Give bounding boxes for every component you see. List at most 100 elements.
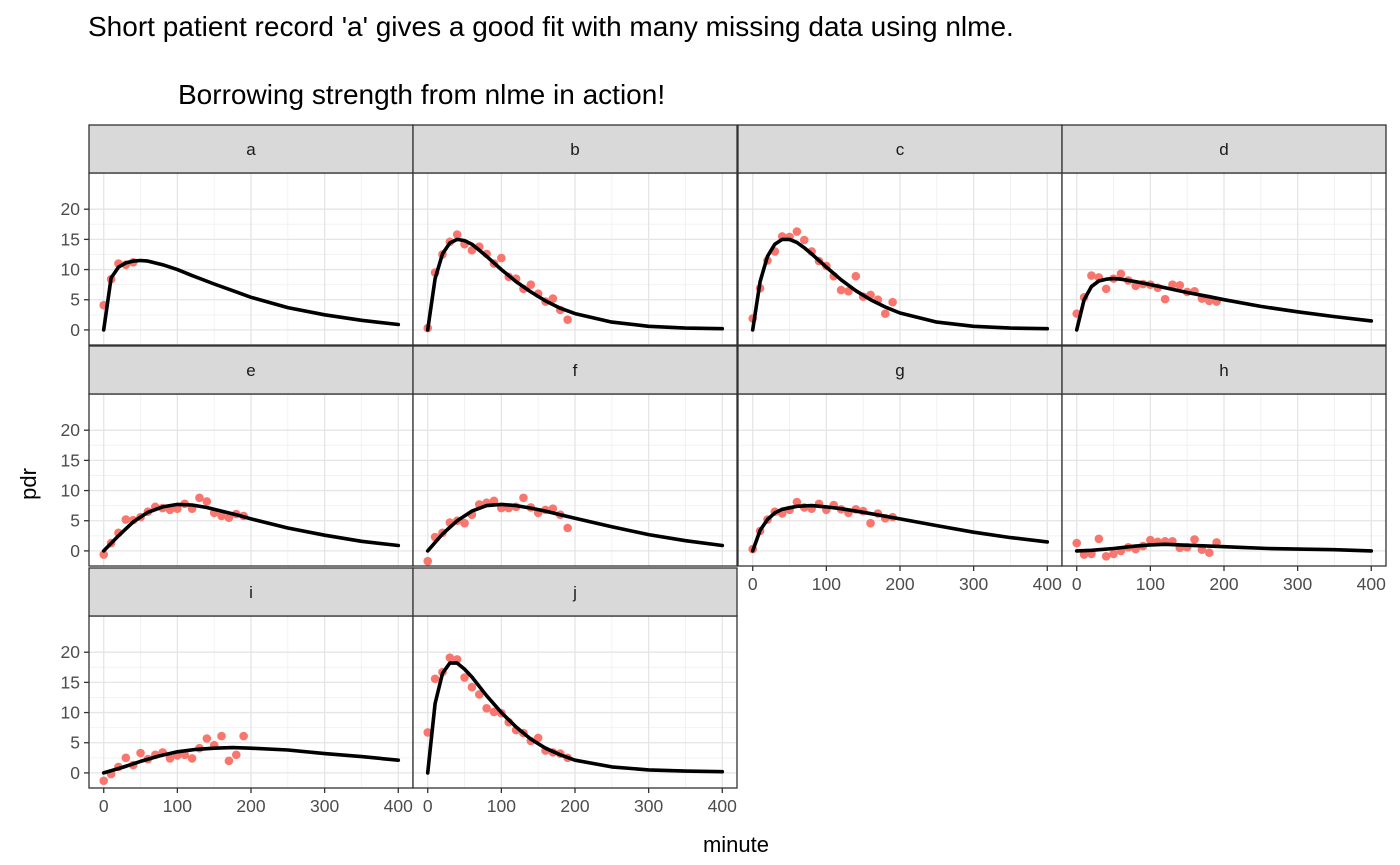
y-tick-label: 10 (61, 703, 81, 723)
x-tick-label: 200 (1209, 574, 1238, 594)
strip-background (412, 345, 738, 395)
data-point (121, 753, 131, 763)
data-point (423, 728, 433, 737)
data-point (851, 271, 861, 281)
data-point (136, 748, 145, 758)
data-point (1087, 271, 1096, 280)
x-tick-label: 400 (1033, 574, 1062, 594)
strip-label: b (570, 140, 579, 159)
x-tick-label: 0 (748, 574, 758, 594)
data-point (121, 515, 131, 524)
data-point (1160, 294, 1170, 304)
data-point (165, 754, 175, 763)
data-point (195, 493, 204, 503)
data-point (497, 253, 506, 263)
data-point (489, 496, 499, 506)
facet-panel-e: e 0 5 10 15 20 (61, 345, 414, 567)
data-point (202, 497, 212, 506)
data-point (187, 754, 197, 763)
data-point (1204, 548, 1214, 558)
data-point (563, 523, 572, 533)
x-tick-label: 100 (1136, 574, 1165, 594)
data-point (792, 227, 802, 236)
fit-line (1074, 542, 1374, 553)
x-tick-label: 200 (236, 796, 265, 816)
data-point (792, 497, 802, 507)
y-tick-label: 5 (70, 733, 80, 753)
y-tick-label: 10 (61, 481, 81, 501)
x-tick-label: 300 (634, 796, 663, 816)
strip-label: i (249, 583, 253, 602)
data-point (224, 513, 234, 523)
x-tick-label: 300 (959, 574, 988, 594)
data-point (1109, 549, 1118, 559)
fit-line (750, 503, 1050, 553)
strip-background (737, 345, 1063, 395)
y-tick-label: 15 (61, 229, 80, 249)
data-point (563, 315, 572, 324)
data-point (1146, 535, 1155, 545)
data-point (1072, 538, 1082, 548)
x-tick-label: 0 (99, 796, 109, 816)
strip-background (1061, 345, 1387, 395)
x-tick-label: 100 (487, 796, 516, 816)
fit-line (101, 745, 401, 775)
data-point (239, 731, 248, 741)
x-tick-label: 200 (885, 574, 914, 594)
fit-line (425, 237, 725, 332)
facet-panel-a: a 0 5 10 15 20 (61, 124, 414, 346)
data-point (836, 285, 846, 295)
data-point (880, 309, 890, 318)
chart-subtitle: Borrowing strength from nlme in action! (178, 79, 665, 110)
y-tick-label: 0 (70, 541, 80, 561)
data-point (474, 690, 484, 699)
data-point (231, 750, 241, 760)
data-point (489, 707, 499, 717)
x-tick-label: 0 (1072, 574, 1082, 594)
data-point (445, 653, 455, 662)
strip-background (412, 567, 738, 617)
y-tick-label: 5 (70, 511, 80, 531)
fit-line (750, 237, 1050, 332)
strip-background (412, 124, 738, 174)
y-tick-label: 15 (61, 672, 80, 692)
facet-panel-d: d (1061, 124, 1387, 346)
data-point (482, 704, 491, 713)
strip-label: e (246, 361, 255, 380)
y-tick-label: 10 (61, 260, 81, 280)
strip-label: f (573, 361, 578, 380)
data-point (1190, 535, 1199, 544)
facet-panel-c: c (737, 124, 1063, 346)
data-point (99, 550, 109, 559)
y-tick-label: 5 (70, 290, 80, 310)
y-tick-label: 0 (70, 763, 80, 783)
data-point (224, 756, 234, 766)
x-tick-label: 400 (384, 796, 413, 816)
data-point (1094, 534, 1104, 544)
y-tick-label: 15 (61, 450, 80, 470)
x-tick-label: 0 (423, 796, 433, 816)
x-tick-label: 300 (310, 796, 339, 816)
strip-background (88, 124, 414, 174)
data-point (1101, 284, 1111, 294)
data-point (217, 511, 226, 521)
data-point (844, 286, 853, 296)
data-point (866, 518, 875, 528)
fit-line (425, 661, 725, 775)
strip-label: c (896, 140, 905, 159)
data-point (217, 731, 226, 741)
facet-panel-g: g 0 100 200 300 400 (737, 345, 1063, 594)
data-point (430, 674, 440, 684)
strip-label: h (1219, 361, 1228, 380)
x-tick-label: 100 (812, 574, 841, 594)
strip-background (88, 567, 414, 617)
strip-label: j (572, 583, 577, 602)
y-tick-label: 20 (61, 199, 81, 219)
facet-panel-j: j 0 100 200 300 400 (412, 567, 738, 816)
data-point (460, 673, 469, 682)
x-tick-label: 300 (1283, 574, 1312, 594)
data-point (519, 493, 528, 503)
